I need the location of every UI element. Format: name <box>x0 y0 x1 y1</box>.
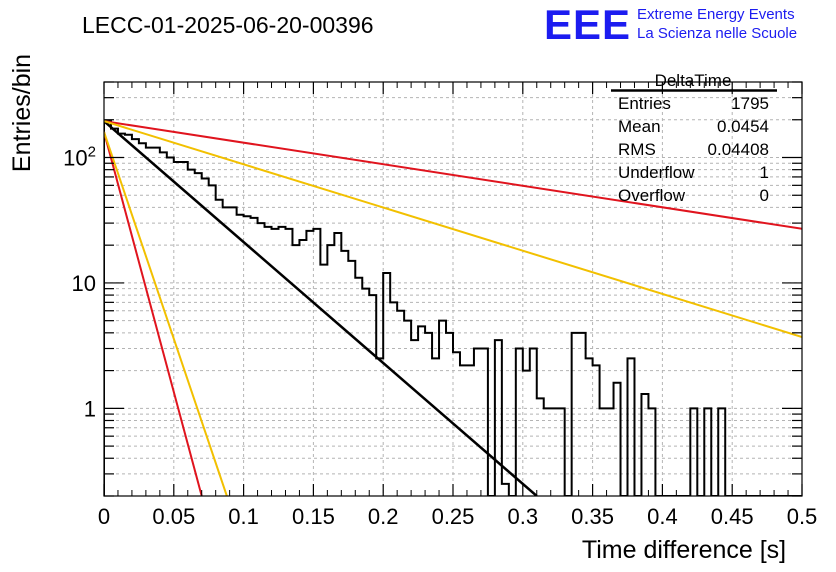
stats-value: 0 <box>760 186 769 205</box>
x-tick-label: 0.25 <box>432 504 475 529</box>
stats-rows: Entries 1795 Mean 0.0454 RMS 0.04408 Underflow… <box>618 94 769 205</box>
x-tick-label: 0.15 <box>292 504 335 529</box>
y-tick-base: 10 <box>63 146 87 171</box>
fit-curve <box>104 120 802 339</box>
y-tick-label: 1 <box>84 396 96 421</box>
x-axis-ticks: 0 0.05 0.1 0.15 0.2 0.25 0.3 0.35 0.4 0.45 0.5 <box>98 82 817 529</box>
stats-value: 0.0454 <box>717 117 769 136</box>
eee-logo: EEE <box>544 1 631 48</box>
x-tick-label: 0.4 <box>647 504 678 529</box>
fit-curve <box>104 120 802 230</box>
x-tick-label: 0.45 <box>711 504 754 529</box>
stats-value: 1 <box>760 163 769 182</box>
y-tick-label: 10 <box>72 271 96 296</box>
fit-curve <box>104 131 203 496</box>
y-tick-label: 102 <box>63 144 96 171</box>
y-axis-label: Entries/bin <box>8 54 36 172</box>
logo-line-1: Extreme Energy Events <box>637 6 795 23</box>
run-title: LECC-01-2025-06-20-00396 <box>82 12 374 38</box>
stats-value: 1795 <box>731 94 769 113</box>
histogram-outline <box>104 120 802 496</box>
stats-label: Entries <box>618 94 671 113</box>
x-tick-label: 0.5 <box>787 504 818 529</box>
fit-curves <box>104 120 802 496</box>
x-tick-label: 0.3 <box>508 504 539 529</box>
y-tick-exponent: 2 <box>88 144 96 161</box>
fit-curve <box>104 131 228 496</box>
stats-title: DeltaTime <box>655 71 732 90</box>
x-tick-label: 0 <box>98 504 110 529</box>
stats-value: 0.04408 <box>708 140 769 159</box>
x-tick-label: 0.05 <box>152 504 195 529</box>
stats-label: Mean <box>618 117 661 136</box>
logo-line-2: La Scienza nelle Scuole <box>637 25 797 42</box>
x-tick-label: 0.2 <box>368 504 399 529</box>
stats-box: DeltaTime Entries 1795 Mean 0.0454 RMS 0.0440… <box>611 71 777 205</box>
stats-label: RMS <box>618 140 656 159</box>
fit-curve <box>104 120 538 496</box>
x-tick-label: 0.35 <box>571 504 614 529</box>
x-axis-label: Time difference [s] <box>582 536 786 564</box>
stats-label: Overflow <box>618 186 686 205</box>
x-tick-label: 0.1 <box>228 504 259 529</box>
histogram <box>104 120 802 496</box>
stats-label: Underflow <box>618 163 695 182</box>
